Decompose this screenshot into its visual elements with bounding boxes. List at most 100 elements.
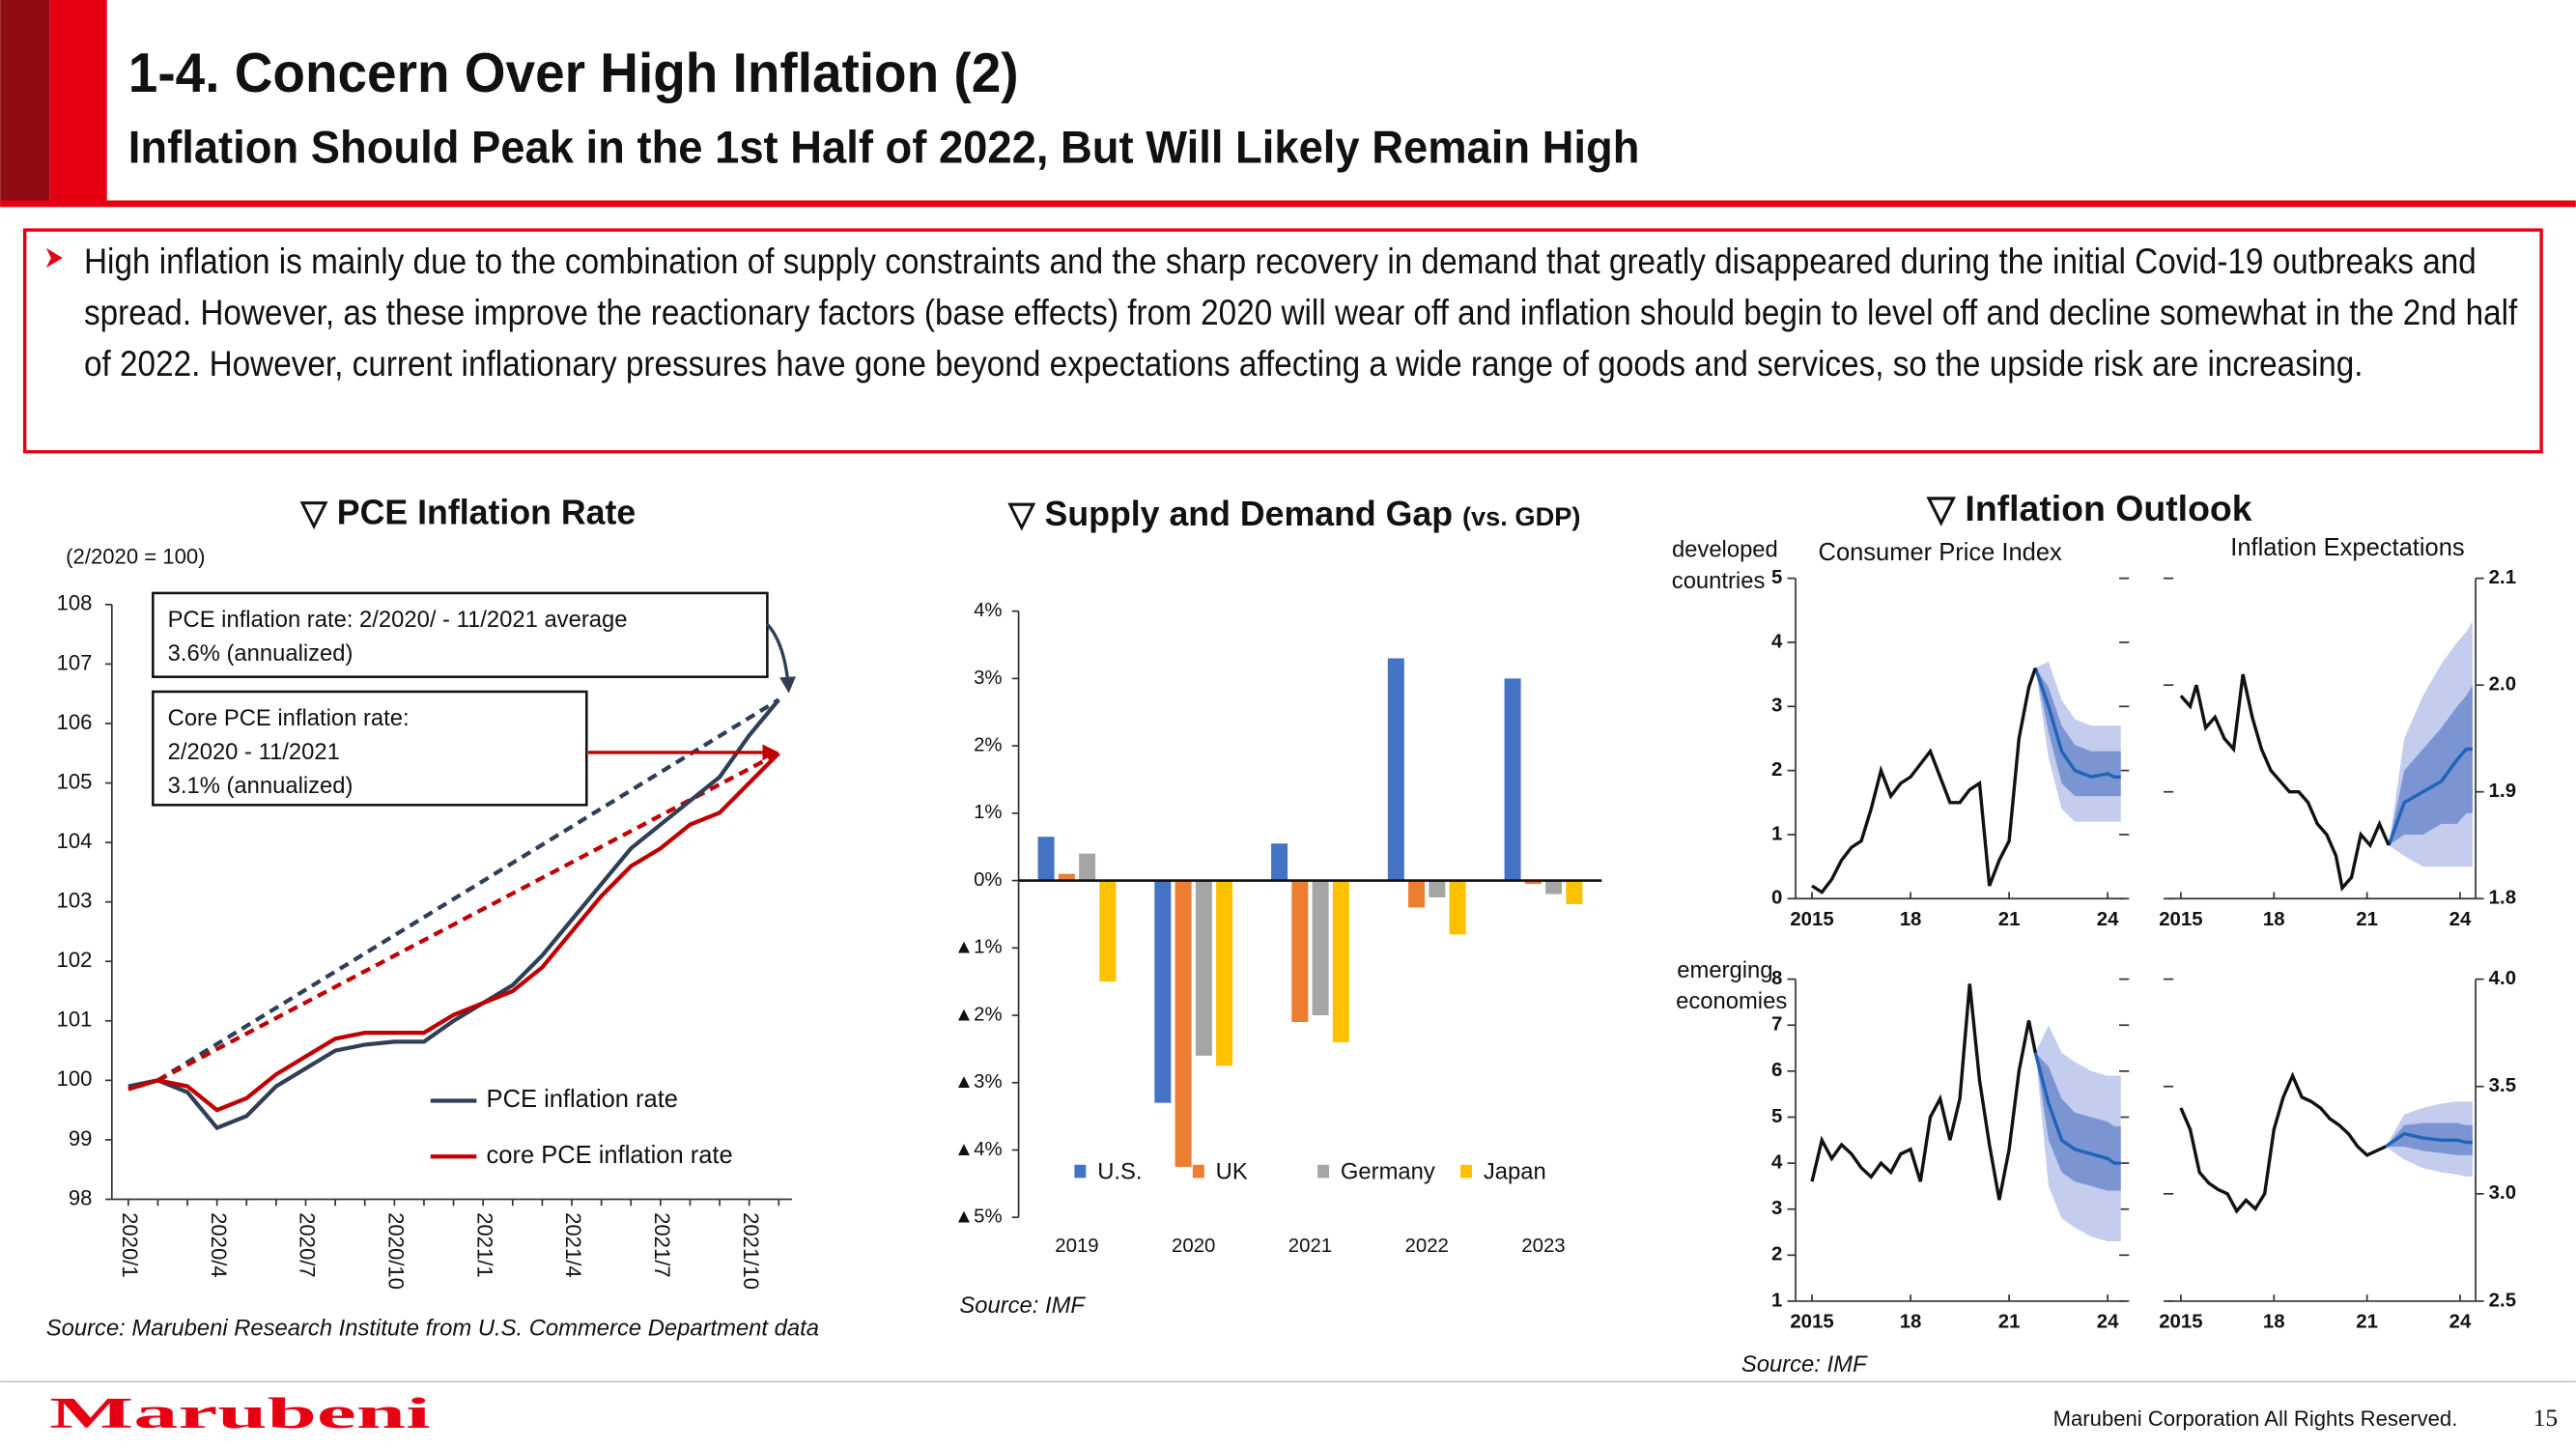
- bar: [1566, 880, 1583, 904]
- bar: [1099, 880, 1117, 982]
- forecast-line: [2033, 667, 2121, 780]
- x-tick-label: 18: [1900, 909, 1922, 930]
- source: Source: Marubeni Research Institute from…: [46, 1316, 819, 1342]
- x-tick-label: 21: [2356, 909, 2378, 930]
- y-tick-label: 0: [1771, 888, 1782, 909]
- outer-band: [2035, 661, 2121, 822]
- trend-line: [156, 697, 780, 1083]
- x-tick-label: 2021/4: [561, 1212, 585, 1278]
- header-rule: [0, 200, 2576, 208]
- chart-title-note: (vs. GDP): [1462, 501, 1580, 531]
- annotation-text: 3.6% (annualized): [168, 640, 354, 667]
- bullet-box: [22, 228, 2543, 454]
- y-tick-label: 2.5: [2489, 1290, 2516, 1311]
- x-tick-label: 18: [1900, 1311, 1922, 1332]
- legend-label: UK: [1216, 1159, 1248, 1185]
- y-tick-label: 4.0: [2489, 968, 2516, 989]
- y-tick-label: 1.9: [2489, 781, 2516, 802]
- data-line: [127, 752, 780, 1113]
- y-tick-label: 3: [1771, 696, 1782, 717]
- chart-title: ▽ Inflation Outlook: [1926, 488, 2251, 528]
- annotation-text: 3.1% (annualized): [168, 773, 354, 799]
- y-tick-label: 104: [57, 829, 93, 853]
- y-tick-label: 3.0: [2489, 1182, 2516, 1204]
- y-tick-label: 4%: [974, 600, 1002, 621]
- bar: [1216, 880, 1233, 1066]
- y-tick-label: 6: [1771, 1060, 1782, 1081]
- x-tick-label: 24: [2097, 1311, 2119, 1332]
- y-tick-label: 0%: [974, 869, 1002, 891]
- history-line: [1811, 667, 2037, 895]
- y-tick-label: 108: [57, 591, 93, 615]
- y-tick-label: 105: [57, 769, 93, 793]
- x-tick-label: 24: [2449, 1311, 2472, 1332]
- y-tick-label: 5: [1771, 567, 1782, 588]
- bar: [1408, 880, 1426, 908]
- forecast-line: [2387, 747, 2473, 846]
- bar: [1271, 843, 1288, 881]
- x-tick-label: 2015: [2159, 909, 2202, 930]
- legend-label: U.S.: [1097, 1159, 1142, 1185]
- bar: [1545, 880, 1563, 895]
- x-tick-label: 24: [2449, 909, 2472, 930]
- row-label: economies: [1676, 988, 1787, 1014]
- y-tick-label: 2.0: [2489, 674, 2516, 696]
- bar: [1037, 837, 1055, 881]
- bar: [1387, 658, 1404, 881]
- legend-swatch: [1074, 1164, 1087, 1179]
- y-tick-label: 4: [1771, 1151, 1783, 1173]
- bar: [1332, 880, 1349, 1042]
- annotation-arrow: [766, 623, 797, 694]
- x-tick-label: 2021/10: [739, 1212, 763, 1290]
- logo: Marubeni: [49, 1388, 431, 1437]
- legend-label: core PCE inflation rate: [487, 1142, 733, 1169]
- y-tick-label: 106: [57, 710, 93, 734]
- y-tick-label: 99: [69, 1126, 93, 1151]
- bar: [1449, 880, 1466, 935]
- header-band: [49, 0, 107, 206]
- bar: [1175, 880, 1192, 1167]
- column-label: Consumer Price Index: [1819, 539, 2063, 566]
- x-tick-label: 2023: [1521, 1236, 1565, 1257]
- y-tick-label: 98: [69, 1185, 93, 1209]
- y-tick-label: 100: [57, 1066, 93, 1091]
- row-label: emerging: [1677, 957, 1772, 983]
- header-band-dark: [0, 0, 50, 206]
- chart-title: ▽ Supply and Demand Gap (vs. GDP): [1007, 495, 1580, 533]
- y-tick-label: ▲3%: [954, 1071, 1003, 1093]
- slide-title: 1-4. Concern Over High Inflation (2): [128, 43, 1019, 104]
- bar: [1524, 880, 1542, 885]
- trend-line: [156, 751, 780, 1083]
- bar: [1504, 678, 1521, 881]
- bar: [1058, 873, 1075, 881]
- bar: [1195, 880, 1212, 1056]
- bullet-text: High inflation is mainly due to the comb…: [84, 242, 2518, 384]
- y-tick-label: 102: [57, 948, 93, 972]
- x-tick-label: 2021/7: [650, 1212, 674, 1278]
- bullet-marker: [45, 247, 63, 269]
- annotation-box: [152, 690, 588, 807]
- y-tick-label: 7: [1771, 1014, 1782, 1036]
- y-tick-label: ▲1%: [954, 937, 1003, 958]
- legend-swatch: [1460, 1164, 1472, 1179]
- source: Source: IMF: [1741, 1351, 1868, 1378]
- y-tick-label: 3: [1771, 1198, 1782, 1219]
- inner-band: [2035, 668, 2121, 797]
- x-tick-label: 2020/1: [118, 1212, 142, 1278]
- x-tick-label: 2021: [1288, 1236, 1332, 1257]
- annotation-box: [152, 591, 769, 678]
- x-tick-label: 21: [1998, 1311, 2021, 1332]
- y-tick-label: 101: [57, 1008, 93, 1032]
- legend-label: Japan: [1484, 1159, 1546, 1185]
- y-tick-label: 2: [1771, 759, 1782, 781]
- bar: [1312, 880, 1329, 1016]
- x-tick-label: 2015: [1790, 1311, 1833, 1332]
- slide-subtitle: Inflation Should Peak in the 1st Half of…: [128, 122, 1640, 173]
- y-tick-label: 1: [1771, 823, 1782, 844]
- data-line: [127, 697, 780, 1131]
- y-tick-label: ▲4%: [954, 1139, 1003, 1160]
- annotation-text: PCE inflation rate: 2/2020/ - 11/2021 av…: [168, 607, 628, 633]
- annotation-text: Core PCE inflation rate:: [168, 705, 410, 731]
